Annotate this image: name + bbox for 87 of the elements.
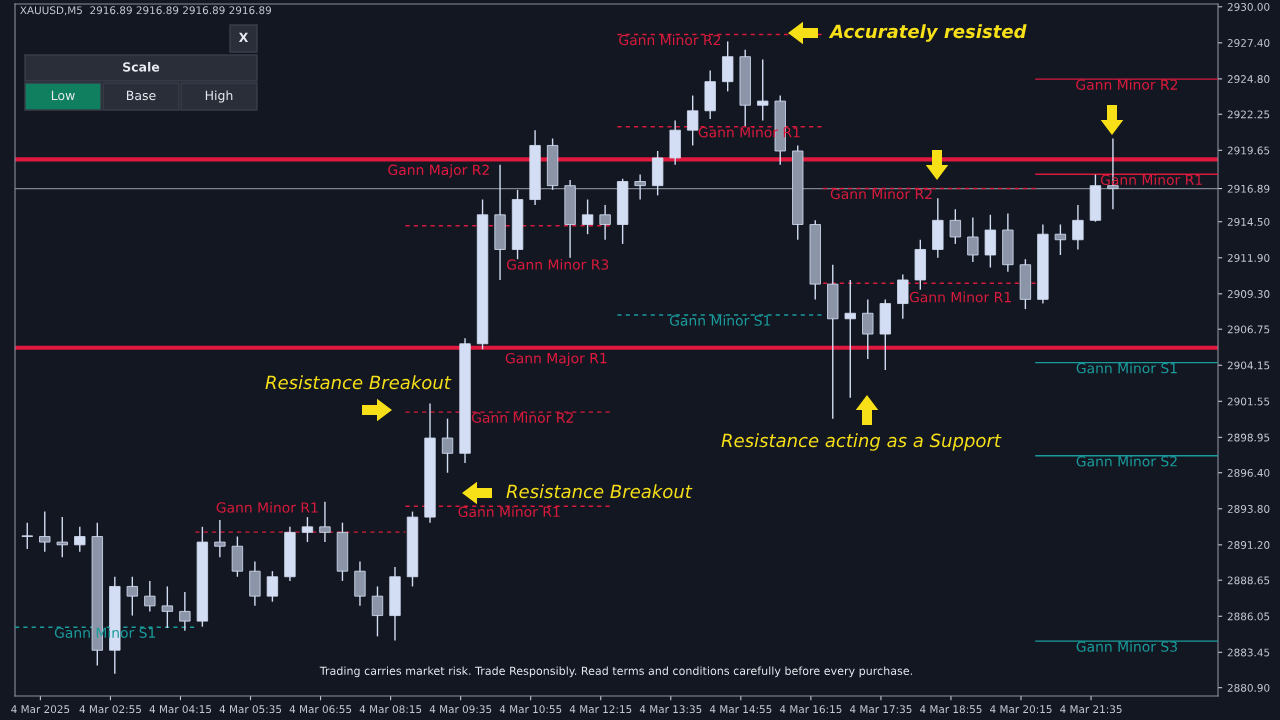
annotation: High xyxy=(205,90,233,103)
candlestick xyxy=(634,173,646,201)
candlestick xyxy=(862,298,874,360)
series-label: Gann Minor R2 xyxy=(619,34,721,46)
y-tick-label: 2924.80 xyxy=(1227,75,1270,83)
y-tick-label: 2883.45 xyxy=(1227,648,1270,657)
series-label: Gann Minor R2 xyxy=(830,188,932,200)
annotation: Resistance acting as a Support xyxy=(721,433,1002,451)
candlestick xyxy=(39,510,51,553)
text: Gann Minor R3 xyxy=(506,259,609,270)
candlestick xyxy=(897,273,909,320)
x-tick-label: 4 Mar 14:55 xyxy=(709,705,772,714)
y-tick-label: 2930.00 xyxy=(1227,3,1270,11)
candlestick xyxy=(301,516,314,543)
y-tick-label: 2911.90 xyxy=(1227,254,1270,262)
y-tick-label: 2916.89 xyxy=(1227,184,1270,193)
x-tick-label: 4 Mar 10:55 xyxy=(499,705,562,714)
series-label: Gann Minor S1 xyxy=(669,315,771,326)
x-tick-label: 4 Mar 20:15 xyxy=(990,705,1052,714)
y-tick-label: 2901.55 xyxy=(1227,397,1270,406)
annotation: X xyxy=(238,32,249,42)
candlestick xyxy=(687,94,699,147)
series-label: Gann Minor R1 xyxy=(458,506,560,518)
annotation: Low xyxy=(51,90,75,101)
y-tick-label: 2906.75 xyxy=(1227,325,1270,334)
y-tick-label: 2896.40 xyxy=(1227,468,1270,477)
candlestick xyxy=(144,580,156,613)
series-label: Gann Minor R1 xyxy=(216,502,318,513)
candlestick xyxy=(1054,223,1067,256)
x-tick-label: 4 Mar 13:35 xyxy=(639,705,702,714)
candlestick xyxy=(56,516,68,559)
y-tick-label: 2919.65 xyxy=(1227,146,1270,155)
y-tick-label: 2909.30 xyxy=(1227,290,1270,298)
candlestick xyxy=(1072,204,1084,251)
candlestick xyxy=(74,526,86,553)
candlestick xyxy=(581,198,594,235)
candlestick xyxy=(179,591,191,632)
annotation: Base xyxy=(127,90,156,101)
series-label: Gann Minor S2 xyxy=(1076,455,1177,467)
series-label: Gann Minor R2 xyxy=(471,412,573,423)
x-tick-label: 4 Mar 12:15 xyxy=(569,705,632,714)
candlestick xyxy=(949,208,962,245)
x-tick-label: 4 Mar 16:15 xyxy=(779,705,842,714)
x-tick-label: 4 Mar 06:55 xyxy=(289,705,352,714)
annotation: Trading carries market risk. Trade Responsibly. Read terms and conditions carefully before every purchase. xyxy=(319,666,912,678)
y-tick-label: 2880.90 xyxy=(1227,683,1270,692)
x-tick-label: 4 Mar 09:35 xyxy=(429,705,492,714)
x-tick-label: 4 Mar 02:55 xyxy=(79,705,141,714)
x-tick-label: 4 Mar 08:15 xyxy=(359,705,422,714)
candlestick xyxy=(599,204,611,241)
candlestick xyxy=(844,279,856,399)
candlestick xyxy=(967,216,979,263)
candlestick xyxy=(126,576,138,617)
y-tick-label: 2927.40 xyxy=(1227,39,1270,47)
candlestick xyxy=(441,417,454,474)
x-tick-label: 4 Mar 05:35 xyxy=(219,705,282,714)
series-label: Gann Minor R1 xyxy=(909,291,1011,303)
y-tick-label: 2886.05 xyxy=(1227,612,1270,621)
y-tick-label: 2914.50 xyxy=(1227,217,1270,226)
y-tick-label: 2891.20 xyxy=(1227,541,1270,549)
y-tick-label: 2898.95 xyxy=(1227,433,1270,442)
x-tick-label: 4 Mar 04:15 xyxy=(149,705,212,714)
x-tick-label: 4 Mar 2025 xyxy=(11,705,70,714)
series-label: Gann Minor S1 xyxy=(1076,362,1177,374)
candlestick xyxy=(266,570,279,603)
annotation: Resistance Breakout xyxy=(506,484,693,499)
x-tick-label: 4 Mar 21:35 xyxy=(1060,705,1122,714)
candlestick xyxy=(161,585,174,629)
candlestick xyxy=(371,585,384,638)
annotation: Accurately resisted xyxy=(828,24,1027,42)
annotation: Resistance Breakout xyxy=(265,375,452,390)
candlestick xyxy=(319,501,331,543)
ref-line-label: Gann Major R2 xyxy=(388,164,489,178)
series-label: Gann Minor S3 xyxy=(1076,641,1177,652)
annotation: Scale xyxy=(123,61,160,72)
candlestick xyxy=(21,521,33,550)
chart-title: XAUUSD,M5 2916.89 2916.89 2916.89 2916.89 xyxy=(20,6,272,16)
ref-line-label: Gann Major R1 xyxy=(505,352,607,367)
y-tick-label: 2904.15 xyxy=(1227,361,1270,370)
x-tick-label: 4 Mar 18:55 xyxy=(920,705,982,714)
series-label: Gann Minor R2 xyxy=(1076,79,1178,90)
y-tick-label: 2922.25 xyxy=(1227,110,1270,119)
candlestick xyxy=(214,519,226,559)
candlestick xyxy=(757,58,769,122)
y-tick-label: 2893.80 xyxy=(1227,505,1270,513)
x-tick-label: 4 Mar 17:35 xyxy=(849,705,912,714)
y-tick-label: 2888.65 xyxy=(1227,576,1270,585)
